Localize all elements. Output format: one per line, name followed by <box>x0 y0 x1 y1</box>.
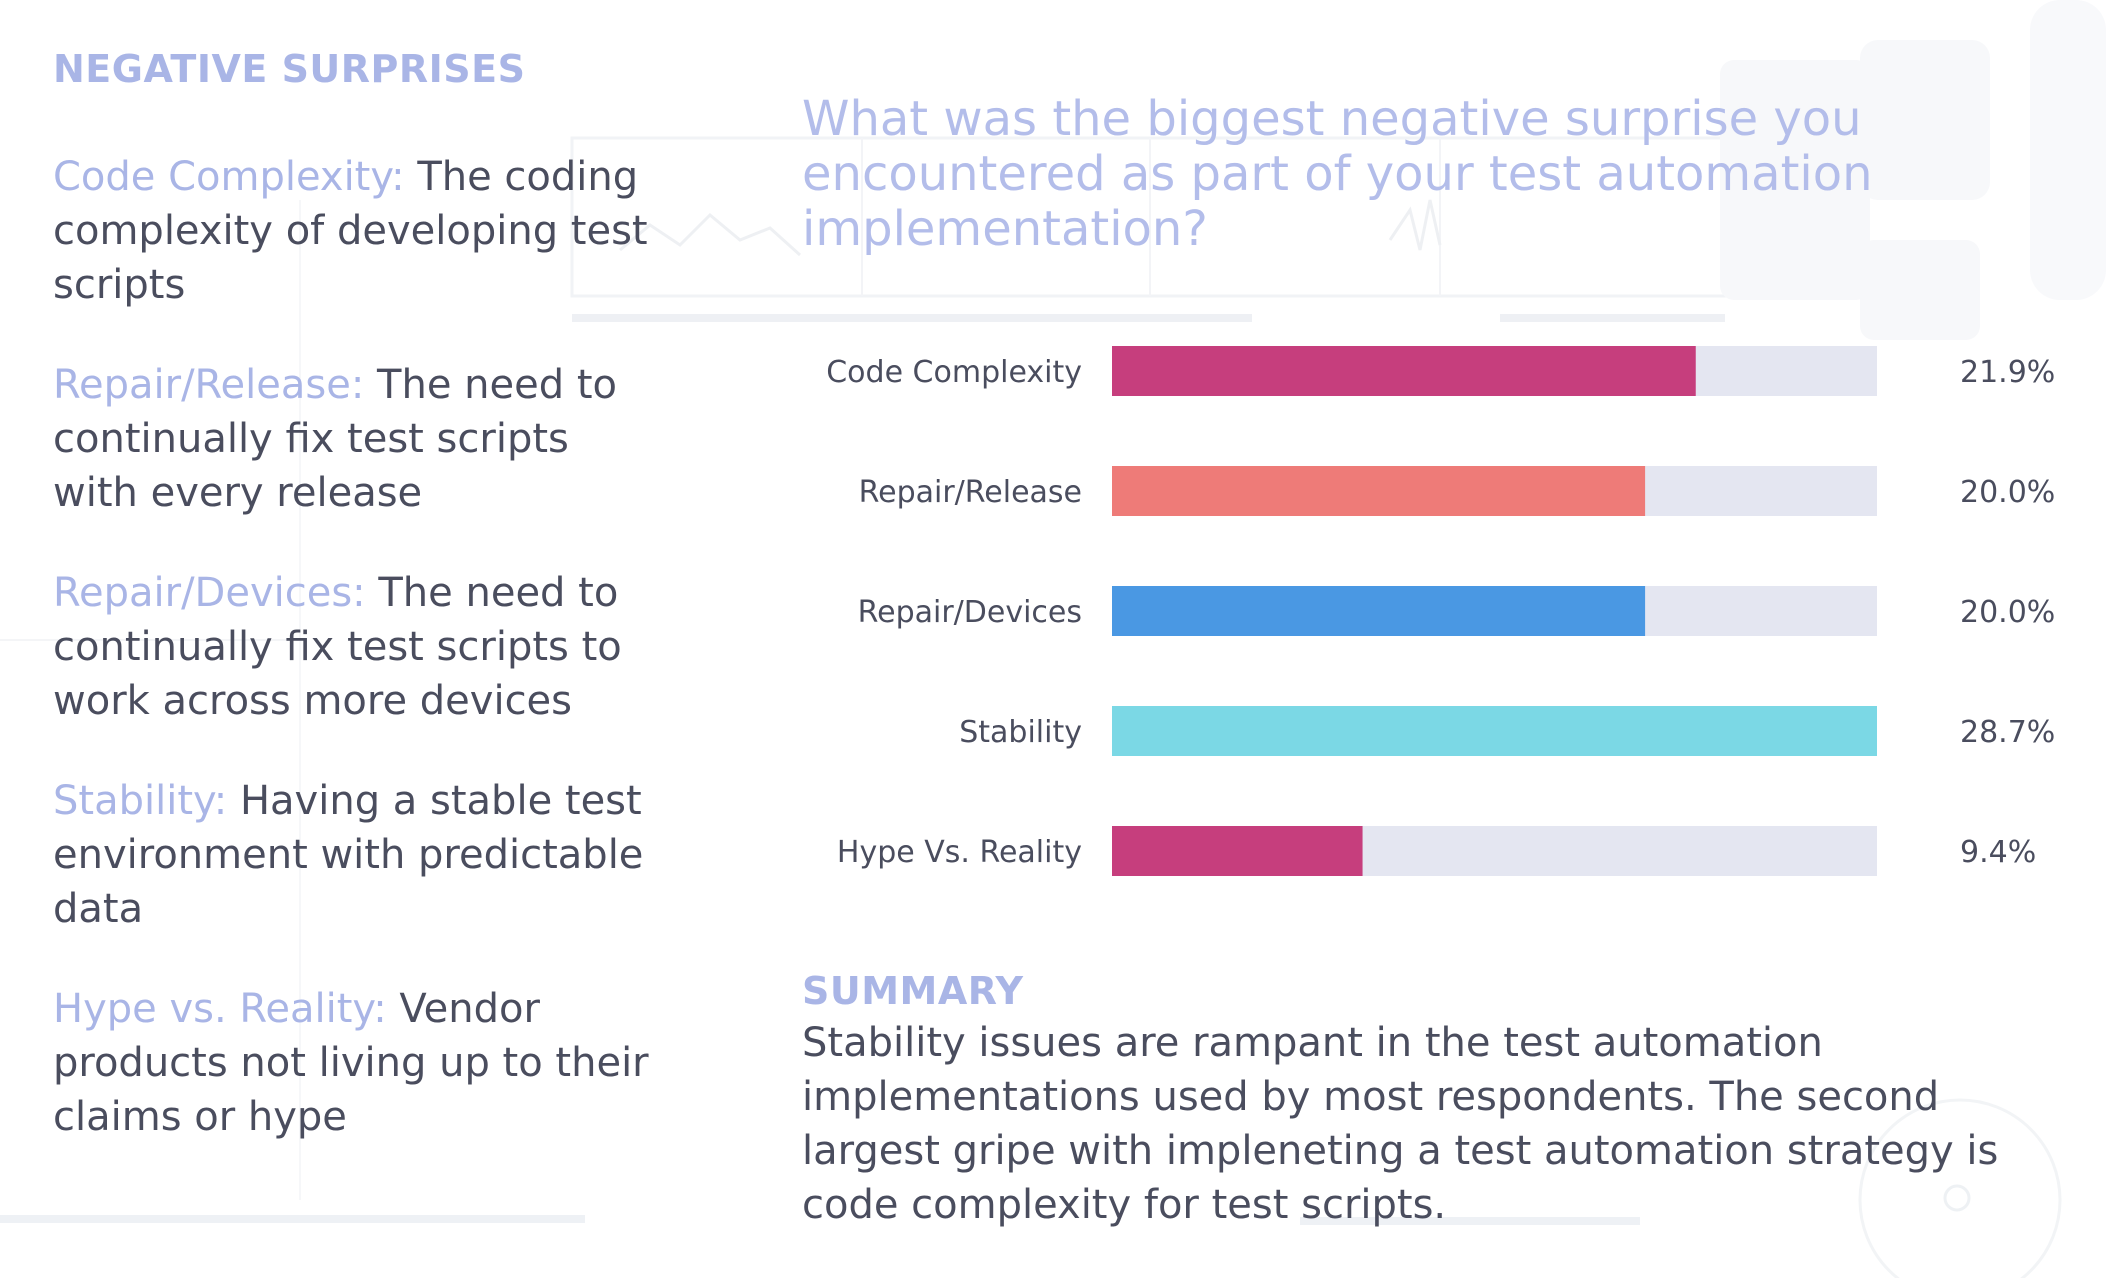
bar-chart-svg: Code Complexity 21.9% Repair/Release 20.0% R… <box>826 346 2055 876</box>
definition-text: The need to continually fix test scripts… <box>53 570 622 724</box>
summary-text: Stability issues are rampant in the test… <box>802 1020 1999 1228</box>
definition-term: Hype vs. Reality: <box>53 986 387 1032</box>
category-label: Repair/Release <box>859 475 1082 510</box>
definition-term: Repair/Devices: <box>53 570 366 616</box>
value-label: 28.7% <box>1960 715 2055 750</box>
value-label: 21.9% <box>1960 355 2055 390</box>
bar <box>1112 706 1877 756</box>
category-label: Hype Vs. Reality <box>837 835 1082 870</box>
definition-text: Having a stable test environment with pr… <box>53 778 644 932</box>
bar <box>1112 466 1646 516</box>
negative-surprises-heading: NEGATIVE SURPRISES <box>53 47 526 91</box>
definitions-panel: NEGATIVE SURPRISES Code Complexity: The … <box>53 46 653 1144</box>
category-label: Repair/Devices <box>858 595 1082 630</box>
chart-question-title: What was the biggest negative surprise y… <box>802 91 1873 257</box>
bar <box>1112 346 1696 396</box>
definition-hype-vs-reality: Hype vs. Reality: Vendor products not li… <box>53 982 653 1144</box>
definitions-list: Code Complexity: The coding complexity o… <box>53 150 653 1144</box>
bar <box>1112 826 1363 876</box>
definition-text: The coding complexity of developing test… <box>53 154 648 308</box>
definition-code-complexity: Code Complexity: The coding complexity o… <box>53 150 653 312</box>
definition-stability: Stability: Having a stable test environm… <box>53 774 653 936</box>
definition-text: The need to continually fix test scripts… <box>53 362 617 516</box>
value-label: 9.4% <box>1960 835 2036 870</box>
bar-chart: Code Complexity 21.9% Repair/Release 20.0% R… <box>780 330 2080 910</box>
value-label: 20.0% <box>1960 475 2055 510</box>
definition-repair-release: Repair/Release: The need to continually … <box>53 358 653 520</box>
definition-text: Vendor products not living up to their c… <box>53 986 649 1140</box>
definition-term: Stability: <box>53 778 228 824</box>
value-label: 20.0% <box>1960 595 2055 630</box>
category-label: Stability <box>959 715 1082 750</box>
bar <box>1112 586 1646 636</box>
summary-heading: SUMMARY <box>802 969 1024 1013</box>
definition-repair-devices: Repair/Devices: The need to continually … <box>53 566 653 728</box>
category-label: Code Complexity <box>826 355 1082 390</box>
summary-block: SUMMARY Stability issues are rampant in … <box>802 968 2072 1232</box>
definition-term: Repair/Release: <box>53 362 365 408</box>
definition-term: Code Complexity: <box>53 154 405 200</box>
